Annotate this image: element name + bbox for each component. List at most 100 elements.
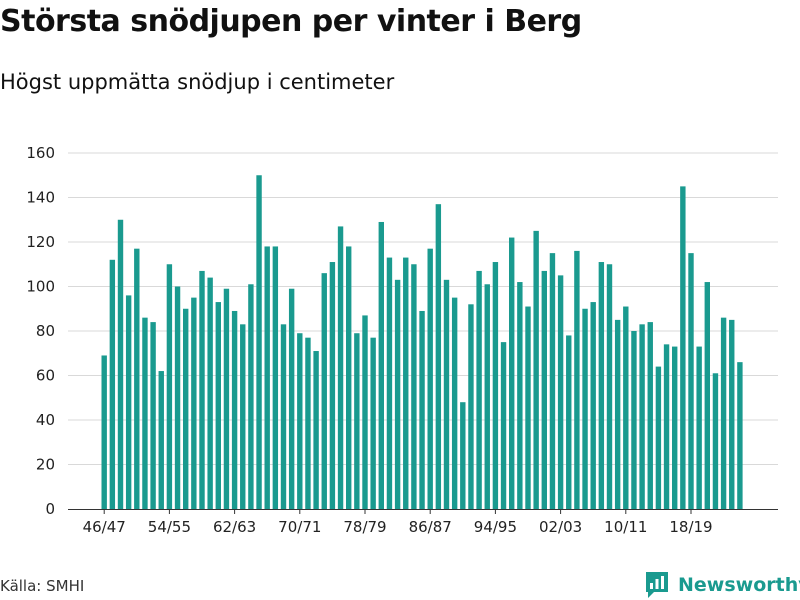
brand-logo[interactable]: Newsworthy (644, 570, 800, 600)
bar (639, 324, 645, 509)
newsworthy-logo-icon (646, 572, 668, 598)
bar (329, 262, 336, 509)
x-tick-label: 18/19 (669, 518, 712, 536)
bar (158, 371, 164, 509)
y-tick-label: 160 (26, 144, 55, 162)
bar (509, 237, 515, 510)
bar (117, 219, 124, 509)
bar (435, 204, 442, 510)
bar (427, 248, 433, 510)
bar (321, 273, 327, 509)
source-note: Källa: SMHI (0, 577, 85, 595)
y-tick-label: 80 (36, 322, 55, 340)
bar (468, 304, 474, 509)
x-tick-label: 70/71 (278, 518, 321, 536)
bar (672, 346, 678, 509)
bar (199, 270, 205, 509)
chart-subtitle: Högst uppmätta snödjup i centimeter (0, 70, 395, 94)
bar (557, 275, 564, 509)
bar (166, 264, 173, 509)
bar (720, 317, 727, 509)
bar (549, 253, 556, 509)
x-tick-label: 10/11 (604, 518, 647, 536)
bar (248, 284, 254, 509)
x-tick-label: 54/55 (148, 518, 191, 536)
bar (109, 259, 116, 509)
bar (696, 346, 702, 509)
y-tick-label: 60 (36, 367, 55, 385)
bar (134, 248, 140, 510)
y-tick-label: 0 (45, 500, 55, 518)
bar (688, 253, 694, 509)
chart-title: Största snödjupen per vinter i Berg (0, 4, 582, 39)
bar (272, 246, 279, 509)
y-tick-label: 20 (36, 456, 55, 474)
bar (566, 335, 572, 509)
bar (525, 306, 531, 509)
bar (460, 402, 466, 509)
bar (288, 288, 295, 509)
bar (207, 277, 213, 509)
y-tick-label: 40 (36, 411, 55, 429)
bar (101, 355, 107, 509)
bar (517, 282, 523, 509)
bar (598, 262, 605, 509)
bar (712, 373, 719, 509)
bar (370, 337, 376, 509)
brand-name: Newsworthy (678, 574, 800, 596)
bar (313, 351, 319, 509)
bar (125, 295, 132, 509)
bar (606, 264, 613, 509)
y-axis-tick-labels: 0 20 40 60 80 100 120 140 160 (26, 144, 55, 518)
x-tick-label: 94/95 (474, 518, 517, 536)
bar (346, 246, 352, 509)
x-tick-label: 46/47 (83, 518, 126, 536)
bar (419, 310, 425, 509)
x-tick-label: 02/03 (539, 518, 582, 536)
bar (150, 322, 156, 509)
bar (533, 230, 539, 509)
bar (362, 315, 368, 509)
bar (183, 308, 189, 509)
bar (174, 286, 181, 509)
bar (191, 297, 197, 509)
bar (256, 175, 262, 509)
bar (737, 362, 743, 509)
bar (704, 282, 710, 509)
bar (647, 322, 653, 509)
y-tick-label: 140 (26, 189, 55, 207)
bar (280, 324, 287, 509)
bar (378, 221, 384, 509)
bar (297, 333, 303, 509)
bar (484, 284, 490, 509)
bars (101, 175, 743, 510)
bar (476, 270, 482, 509)
bar (394, 279, 401, 509)
y-tick-label: 100 (26, 278, 55, 296)
bar (631, 331, 637, 509)
x-tick-label: 62/63 (213, 518, 256, 536)
bar (305, 337, 311, 509)
bar (582, 308, 588, 509)
bar (411, 264, 417, 509)
bar (663, 344, 670, 509)
y-tick-label: 120 (26, 233, 55, 251)
bar (680, 186, 686, 509)
bar (729, 319, 735, 509)
bar (541, 270, 547, 509)
bar (492, 262, 499, 509)
bar (386, 257, 393, 509)
bar (574, 250, 580, 509)
x-tick-label: 78/79 (343, 518, 386, 536)
bar (215, 302, 221, 509)
bar (354, 333, 360, 509)
x-tick-label: 86/87 (409, 518, 452, 536)
bar (403, 257, 409, 509)
bar (451, 297, 458, 509)
bar (590, 302, 596, 509)
bar (231, 310, 238, 509)
bar (443, 279, 450, 509)
bar (500, 342, 507, 509)
bar (614, 319, 621, 509)
